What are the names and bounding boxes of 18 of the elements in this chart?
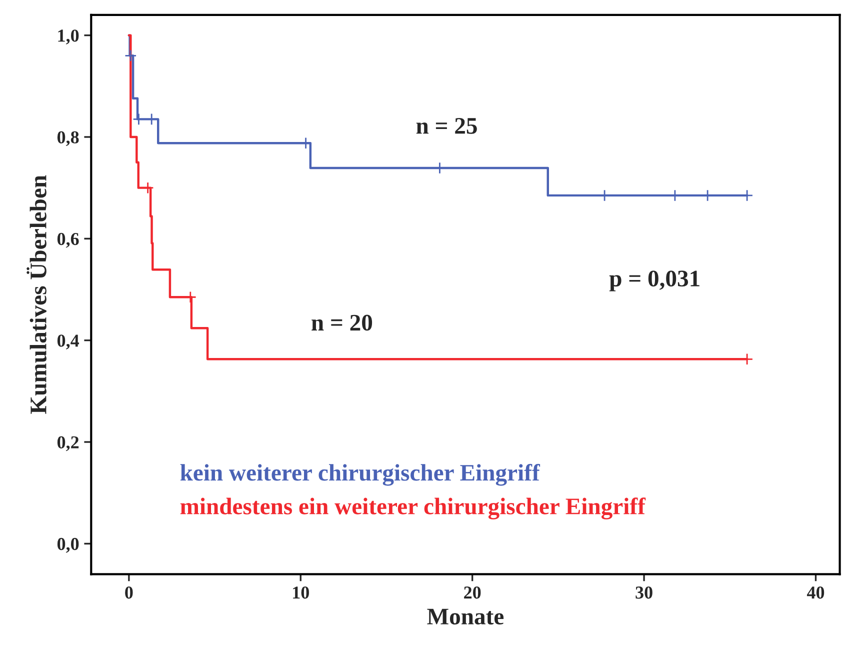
text: mindestens ein weiterer chirurgischer Eingriff bbox=[180, 498, 646, 520]
x-axis-title: Monate bbox=[427, 608, 504, 625]
x-tick-label: 40 bbox=[806, 586, 824, 599]
y-tick-label: 0,0 bbox=[57, 538, 79, 553]
annotation: p = 0,031 bbox=[609, 270, 700, 292]
y-tick-label: 0,6 bbox=[57, 232, 79, 248]
y-axis-title: Kumulatives Überleben bbox=[26, 175, 46, 414]
text: kein weiterer chirurgischer Eingriff bbox=[180, 464, 540, 486]
annotation: n = 25 bbox=[416, 118, 477, 134]
y-tick-label: 0,2 bbox=[57, 436, 79, 452]
y-tick-label: 0,8 bbox=[57, 131, 79, 146]
x-tick-label: 20 bbox=[464, 586, 481, 599]
x-tick-label: 0 bbox=[125, 586, 133, 599]
x-tick-label: 30 bbox=[636, 586, 652, 599]
annotation: n = 20 bbox=[312, 314, 372, 331]
x-tick-label: 10 bbox=[293, 586, 309, 599]
y-tick-label: 0,4 bbox=[57, 334, 80, 350]
y-tick-label: 1,0 bbox=[58, 30, 79, 44]
